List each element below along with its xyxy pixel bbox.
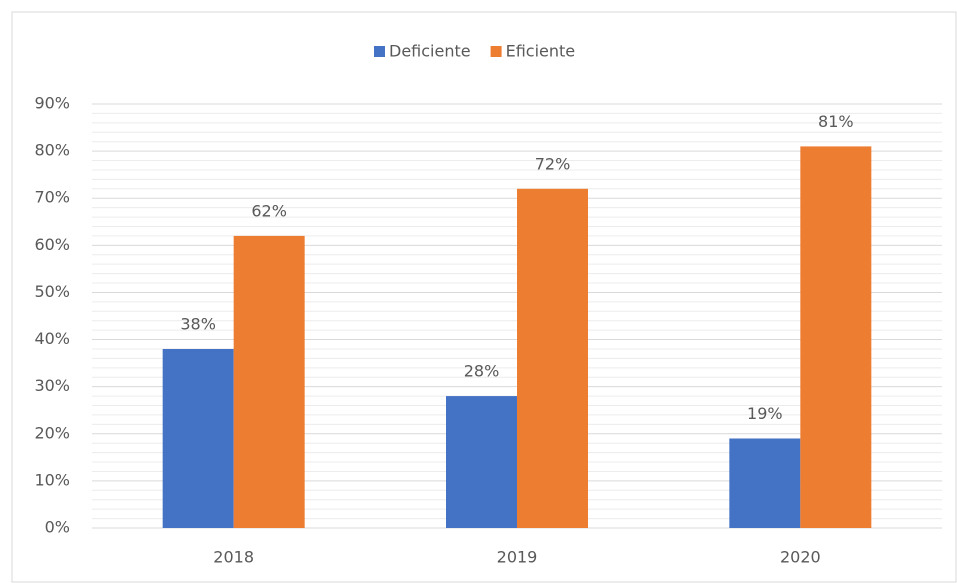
value-label: 72% [535, 154, 571, 173]
bar [446, 396, 517, 528]
x-tick-label: 2020 [780, 548, 821, 567]
y-tick-label: 80% [34, 141, 70, 160]
legend-swatch [374, 46, 385, 57]
bar [162, 348, 234, 528]
value-label: 81% [818, 112, 854, 131]
value-label: 62% [251, 201, 287, 220]
y-tick-label: 60% [34, 235, 70, 254]
legend-label: Deficiente [389, 42, 471, 61]
y-tick-label: 70% [34, 188, 70, 207]
bar [800, 146, 872, 528]
y-tick-label: 0% [45, 518, 70, 537]
y-tick-label: 40% [34, 329, 70, 348]
x-tick-label: 2018 [213, 548, 254, 567]
legend-swatch [490, 46, 502, 57]
legend-label: Eficiente [506, 42, 576, 61]
y-tick-label: 90% [34, 94, 70, 113]
value-label: 19% [747, 404, 783, 423]
x-tick-label: 2019 [497, 548, 538, 567]
value-label: 38% [180, 314, 216, 333]
bar [233, 235, 305, 528]
bar [517, 188, 588, 529]
y-tick-label: 30% [34, 376, 70, 395]
y-tick-label: 10% [34, 470, 70, 489]
y-tick-label: 20% [34, 423, 70, 442]
bar [729, 438, 801, 528]
y-tick-label: 50% [34, 282, 70, 301]
value-label: 28% [464, 362, 500, 381]
